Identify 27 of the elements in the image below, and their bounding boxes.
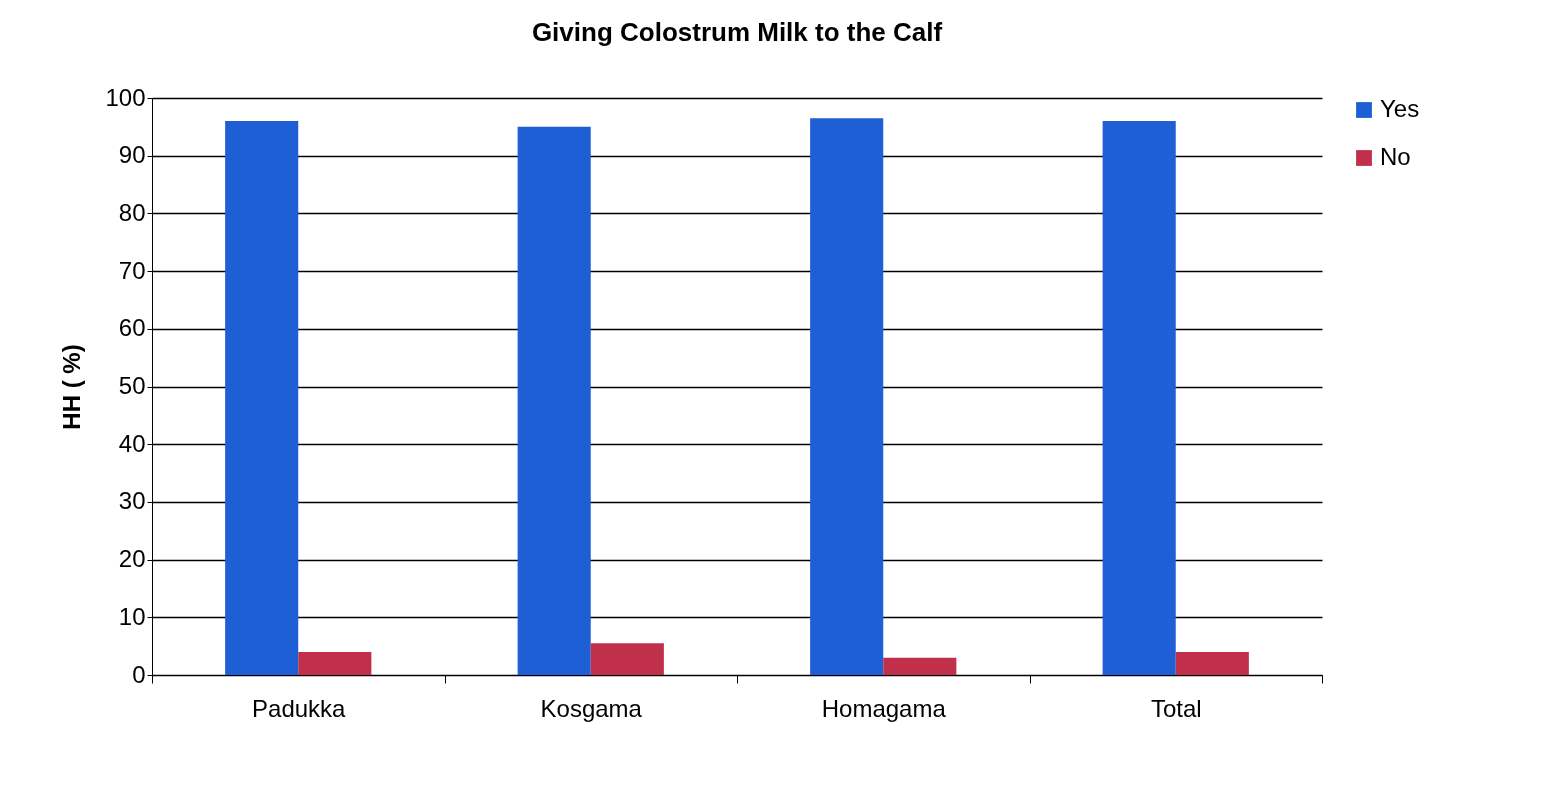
y-tick-label: 100 [105, 83, 146, 111]
y-tick-label: 0 [132, 660, 146, 688]
bar [590, 643, 664, 675]
bar [810, 118, 884, 675]
y-tick-label: 80 [118, 198, 146, 226]
y-axis-title: HH ( %) [58, 344, 86, 430]
x-tick-label: Total [1150, 694, 1202, 722]
y-tick-label: 10 [118, 602, 146, 630]
y-tick-label: 50 [118, 372, 146, 399]
legend-label: Yes [1380, 95, 1420, 122]
y-tick-label: 70 [118, 256, 146, 284]
legend-label: No [1380, 143, 1411, 170]
x-tick-label: Homagama [821, 694, 947, 722]
bar [225, 121, 299, 675]
y-tick-label: 30 [118, 487, 146, 515]
bar [883, 657, 957, 675]
y-tick-label: 20 [118, 545, 146, 573]
x-tick-label: Kosgama [540, 694, 643, 722]
bar [1175, 651, 1249, 675]
x-tick-label: Padukka [252, 694, 347, 722]
bar [1102, 121, 1176, 675]
bar [517, 126, 591, 675]
chart-title: Giving Colostrum Milk to the Calf [531, 17, 943, 47]
y-tick-label: 60 [118, 314, 146, 342]
y-tick-label: 40 [118, 429, 146, 457]
bar [298, 651, 372, 675]
y-tick-label: 90 [118, 141, 146, 169]
